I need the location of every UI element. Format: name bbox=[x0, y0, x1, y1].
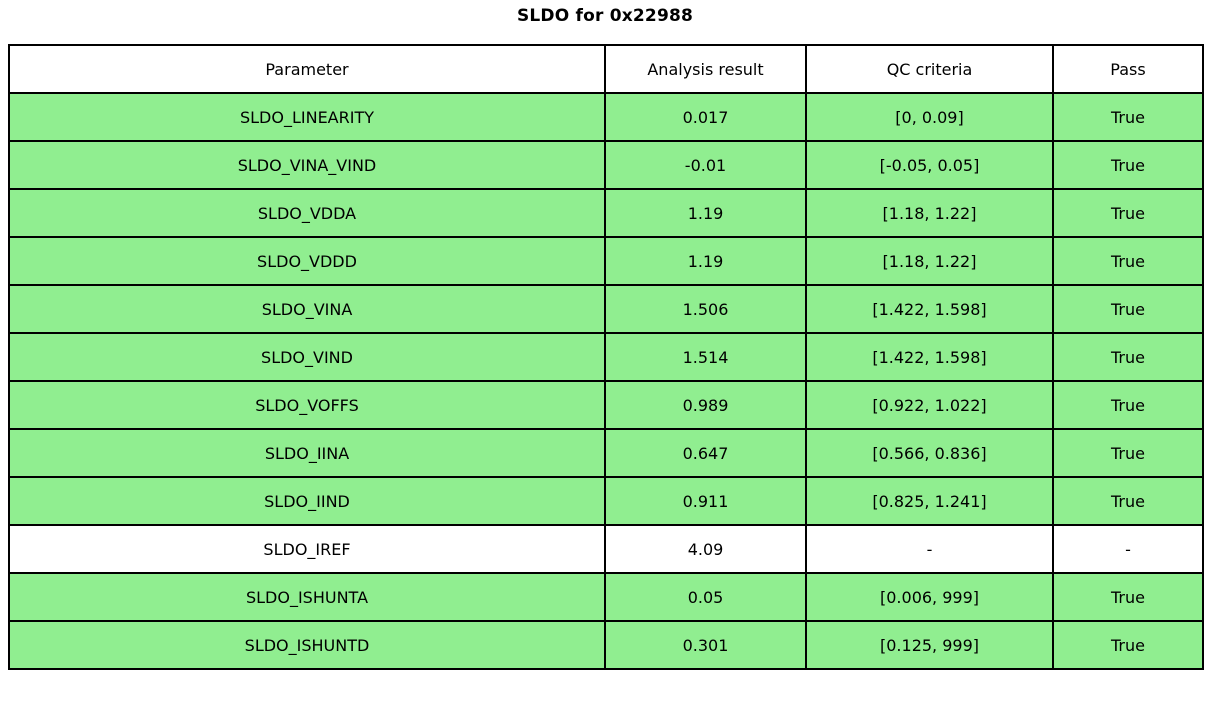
result-cell: 0.301 bbox=[604, 620, 807, 670]
qc-results-table: Parameter Analysis result QC criteria Pa… bbox=[8, 44, 1204, 670]
pass-cell: True bbox=[1052, 572, 1204, 622]
result-cell: 0.05 bbox=[604, 572, 807, 622]
criteria-cell: - bbox=[805, 524, 1054, 574]
criteria-cell: [-0.05, 0.05] bbox=[805, 140, 1054, 190]
criteria-cell: [1.422, 1.598] bbox=[805, 332, 1054, 382]
result-cell: 1.514 bbox=[604, 332, 807, 382]
parameter-cell: SLDO_VINA bbox=[8, 284, 606, 334]
table-row: SLDO_VOFFS 0.989 [0.922, 1.022] True bbox=[8, 380, 1204, 430]
table-row: SLDO_VDDA 1.19 [1.18, 1.22] True bbox=[8, 188, 1204, 238]
table-row: SLDO_IINA 0.647 [0.566, 0.836] True bbox=[8, 428, 1204, 478]
column-header-parameter: Parameter bbox=[8, 44, 606, 94]
result-cell: 0.911 bbox=[604, 476, 807, 526]
criteria-cell: [1.422, 1.598] bbox=[805, 284, 1054, 334]
criteria-cell: [0.566, 0.836] bbox=[805, 428, 1054, 478]
parameter-cell: SLDO_VDDD bbox=[8, 236, 606, 286]
table-row: SLDO_VDDD 1.19 [1.18, 1.22] True bbox=[8, 236, 1204, 286]
pass-cell: - bbox=[1052, 524, 1204, 574]
parameter-cell: SLDO_IINA bbox=[8, 428, 606, 478]
parameter-cell: SLDO_VOFFS bbox=[8, 380, 606, 430]
parameter-cell: SLDO_ISHUNTA bbox=[8, 572, 606, 622]
column-header-analysis-result: Analysis result bbox=[604, 44, 807, 94]
pass-cell: True bbox=[1052, 236, 1204, 286]
parameter-cell: SLDO_IIND bbox=[8, 476, 606, 526]
table-row: SLDO_ISHUNTA 0.05 [0.006, 999] True bbox=[8, 572, 1204, 622]
result-cell: 1.506 bbox=[604, 284, 807, 334]
table-row: SLDO_VIND 1.514 [1.422, 1.598] True bbox=[8, 332, 1204, 382]
table-row: SLDO_IREF 4.09 - - bbox=[8, 524, 1204, 574]
result-cell: 1.19 bbox=[604, 188, 807, 238]
table-row: SLDO_VINA_VIND -0.01 [-0.05, 0.05] True bbox=[8, 140, 1204, 190]
result-cell: 1.19 bbox=[604, 236, 807, 286]
parameter-cell: SLDO_VINA_VIND bbox=[8, 140, 606, 190]
column-header-qc-criteria: QC criteria bbox=[805, 44, 1054, 94]
table-row: SLDO_LINEARITY 0.017 [0, 0.09] True bbox=[8, 92, 1204, 142]
result-cell: 4.09 bbox=[604, 524, 807, 574]
table-header-row: Parameter Analysis result QC criteria Pa… bbox=[8, 44, 1204, 94]
column-header-pass: Pass bbox=[1052, 44, 1204, 94]
criteria-cell: [0.125, 999] bbox=[805, 620, 1054, 670]
parameter-cell: SLDO_LINEARITY bbox=[8, 92, 606, 142]
pass-cell: True bbox=[1052, 620, 1204, 670]
pass-cell: True bbox=[1052, 188, 1204, 238]
pass-cell: True bbox=[1052, 476, 1204, 526]
pass-cell: True bbox=[1052, 140, 1204, 190]
criteria-cell: [0.006, 999] bbox=[805, 572, 1054, 622]
pass-cell: True bbox=[1052, 380, 1204, 430]
criteria-cell: [0, 0.09] bbox=[805, 92, 1054, 142]
result-cell: -0.01 bbox=[604, 140, 807, 190]
table-row: SLDO_ISHUNTD 0.301 [0.125, 999] True bbox=[8, 620, 1204, 670]
parameter-cell: SLDO_IREF bbox=[8, 524, 606, 574]
result-cell: 0.647 bbox=[604, 428, 807, 478]
criteria-cell: [1.18, 1.22] bbox=[805, 188, 1054, 238]
pass-cell: True bbox=[1052, 332, 1204, 382]
pass-cell: True bbox=[1052, 428, 1204, 478]
pass-cell: True bbox=[1052, 92, 1204, 142]
parameter-cell: SLDO_VIND bbox=[8, 332, 606, 382]
criteria-cell: [1.18, 1.22] bbox=[805, 236, 1054, 286]
result-cell: 0.017 bbox=[604, 92, 807, 142]
table-row: SLDO_VINA 1.506 [1.422, 1.598] True bbox=[8, 284, 1204, 334]
parameter-cell: SLDO_ISHUNTD bbox=[8, 620, 606, 670]
page-title: SLDO for 0x22988 bbox=[516, 6, 694, 26]
criteria-cell: [0.922, 1.022] bbox=[805, 380, 1054, 430]
parameter-cell: SLDO_VDDA bbox=[8, 188, 606, 238]
result-cell: 0.989 bbox=[604, 380, 807, 430]
criteria-cell: [0.825, 1.241] bbox=[805, 476, 1054, 526]
table-row: SLDO_IIND 0.911 [0.825, 1.241] True bbox=[8, 476, 1204, 526]
pass-cell: True bbox=[1052, 284, 1204, 334]
